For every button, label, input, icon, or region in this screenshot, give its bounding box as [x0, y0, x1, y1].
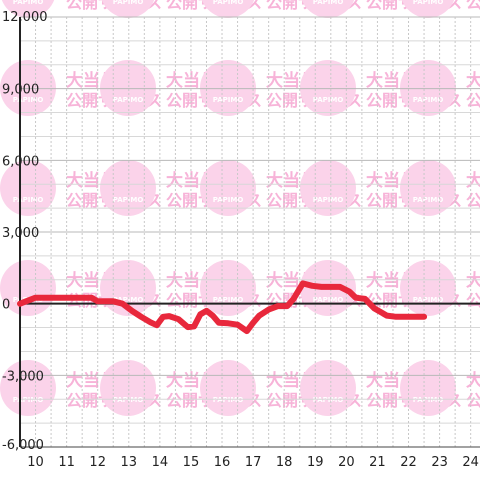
y-tick-label: 12,000: [2, 10, 48, 25]
watermark-logo-text: PAPIMO: [113, 396, 144, 404]
watermark: PAPIMO 大当り情報公開サービス: [400, 260, 480, 316]
watermark-logo: [300, 160, 356, 216]
watermark-logo-text: PAPIMO: [213, 96, 244, 104]
watermark-line1: 大当り情報: [466, 370, 480, 391]
watermark: PAPIMO大当り情報公開サービス: [401, 0, 480, 18]
watermark-logo-text: PAPIMO: [113, 296, 144, 304]
watermark-logo: [0, 260, 56, 316]
watermark-logo-text: PAPIMO: [313, 196, 344, 204]
watermark-logo-text: PAPIMO: [213, 196, 244, 204]
x-tick-label: 22: [400, 455, 417, 470]
watermark-logo-text: PAPIMO: [413, 196, 444, 204]
watermark-logo: [200, 160, 256, 216]
watermark-layer: PAPIMO大当り情報公開サービスPAPIMO大当り情報公開サービスPAPIMO…: [0, 0, 480, 416]
watermark-logo: [200, 260, 256, 316]
watermark-logo: [300, 360, 356, 416]
y-tick-label: -6,000: [2, 438, 44, 453]
y-tick-label: 3,000: [2, 226, 39, 241]
watermark-logo-text: PAPIMO: [113, 0, 144, 6]
watermark-logo: [0, 160, 56, 216]
watermark-logo-text: PAPIMO: [13, 396, 44, 404]
x-tick-label: 23: [431, 455, 448, 470]
y-tick-label: 9,000: [2, 83, 39, 98]
y-tick-label: 0: [2, 298, 10, 313]
watermark-logo: [201, 0, 255, 18]
watermark-logo-text: PAPIMO: [413, 0, 444, 6]
series-line: [17, 280, 428, 335]
watermark-logo-text: PAPIMO: [113, 96, 144, 104]
x-tick-label: 13: [121, 455, 138, 470]
tick-labels: -6,000 -3,000 0 3,000 6,000 9,000 12,000 10 11 12…: [2, 10, 479, 470]
watermark-logo-text: PAPIMO: [213, 396, 244, 404]
watermark-logo-text: PAPIMO: [413, 296, 444, 304]
watermark-logo: [0, 360, 56, 416]
watermark-logo-text: PAPIMO: [213, 0, 244, 6]
watermark-line2: 公開サービス: [466, 191, 480, 210]
x-tick-label: 24: [462, 455, 479, 470]
x-tick-label: 12: [89, 455, 106, 470]
watermark-logo-text: PAPIMO: [313, 396, 344, 404]
watermark-line1: 大当り情報: [466, 170, 480, 191]
watermark-logo: [301, 0, 355, 18]
watermark-logo: [400, 360, 456, 416]
x-tick-label: 14: [152, 455, 169, 470]
watermark: PAPIMO 大当り情報公開サービス: [400, 160, 480, 216]
x-tick-label: 10: [27, 455, 44, 470]
watermark-logo: [400, 160, 456, 216]
x-tick-label: 21: [369, 455, 386, 470]
watermark-logo: [400, 60, 456, 116]
watermark-logo-text: PAPIMO: [313, 96, 344, 104]
watermark: PAPIMO 大当り情報公開サービス: [400, 360, 480, 416]
x-tick-label: 17: [245, 455, 262, 470]
y-tick-label: 6,000: [2, 154, 39, 169]
watermark-logo: [100, 160, 156, 216]
watermark-logo: [101, 0, 155, 18]
watermark-logo: [100, 360, 156, 416]
watermark-line2: 公開サービス: [466, 291, 480, 310]
watermark-logo: [200, 360, 256, 416]
watermark-logo: [300, 60, 356, 116]
watermark-logo-text: PAPIMO: [13, 96, 44, 104]
y-tick-label: -3,000: [2, 369, 44, 384]
watermark-logo-text: PAPIMO: [313, 0, 344, 6]
watermark-line1: 大当り情報: [466, 70, 480, 91]
watermark-logo: [1, 0, 55, 18]
watermark-logo: [400, 260, 456, 316]
watermark-line2: 公開サービス: [466, 0, 480, 12]
watermark-logo: [200, 60, 256, 116]
watermark-line2: 公開サービス: [466, 91, 480, 110]
watermark-logo-text: PAPIMO: [413, 96, 444, 104]
watermark-logo-text: PAPIMO: [413, 396, 444, 404]
watermark-logo: [401, 0, 455, 18]
watermark-logo-text: PAPIMO: [113, 196, 144, 204]
watermark-logo: [0, 60, 56, 116]
watermark-logo-text: PAPIMO: [13, 0, 44, 6]
watermark-line2: 公開サービス: [466, 391, 480, 410]
x-tick-label: 19: [307, 455, 324, 470]
series-layer: [17, 280, 428, 335]
watermark-logo-text: PAPIMO: [313, 296, 344, 304]
watermark-logo: [100, 60, 156, 116]
watermark-logo-text: PAPIMO: [13, 196, 44, 204]
x-tick-label: 15: [183, 455, 200, 470]
x-tick-label: 11: [58, 455, 75, 470]
watermark-line1: 大当り情報: [466, 270, 480, 291]
x-tick-label: 20: [338, 455, 355, 470]
x-tick-label: 18: [276, 455, 293, 470]
x-tick-label: 16: [214, 455, 231, 470]
watermark: PAPIMO 大当り情報公開サービス: [400, 60, 480, 116]
watermark-logo-text: PAPIMO: [213, 296, 244, 304]
